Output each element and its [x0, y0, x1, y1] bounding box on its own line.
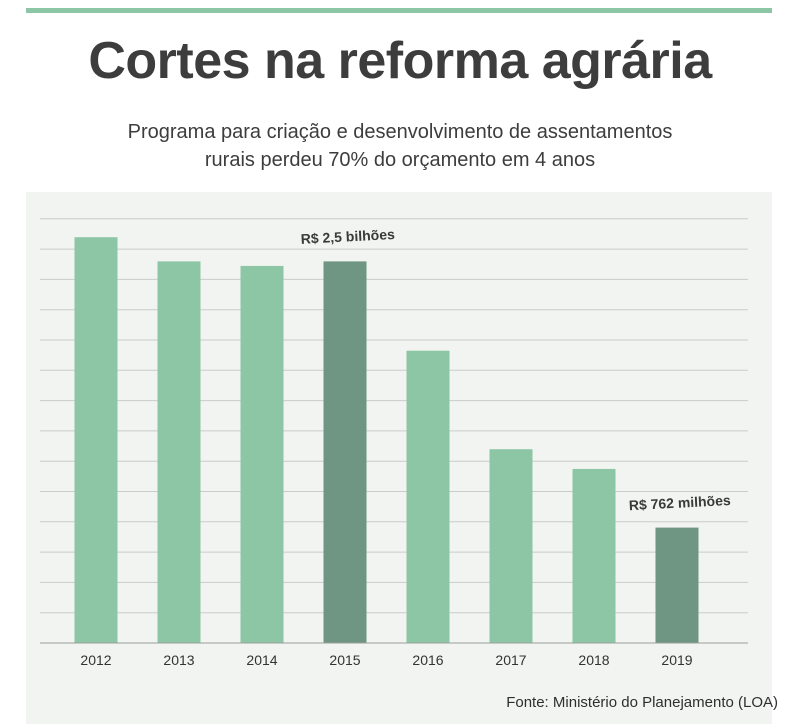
bar-chart: 2012 2013 2014 2015 2016 2017 2018 2019 R$ 2,5 b… [40, 218, 748, 668]
chart-panel: 2012 2013 2014 2015 2016 2017 2018 2019 R$ 2,5 b… [26, 192, 772, 724]
x-tick-label-2013: 2013 [163, 652, 194, 668]
subtitle-line-2: rurais perdeu 70% do orçamento em 4 anos [204, 149, 596, 171]
bar-2012 [74, 237, 118, 643]
x-tick-label-2018: 2018 [578, 652, 609, 668]
x-tick-label-2012: 2012 [80, 652, 111, 668]
source-note: Fonte: Ministério do Planejamento (LOA) [506, 694, 778, 711]
x-tick-label-2016: 2016 [412, 652, 443, 668]
x-tick-label-2015: 2015 [329, 652, 360, 668]
subtitle-line-1: Programa para criação e desenvolvimento … [127, 121, 673, 143]
bar-2014 [240, 265, 284, 643]
x-tick-label-2017: 2017 [495, 652, 526, 668]
top-accent-rule [26, 8, 772, 13]
bar-2015 [323, 261, 367, 643]
bar-2016 [406, 350, 450, 643]
chart-title: Cortes na reforma agrária [88, 32, 712, 90]
x-tick-label-2014: 2014 [246, 652, 277, 668]
bar-2019 [655, 527, 699, 643]
bar-2017 [489, 449, 533, 643]
annotation-2015: R$ 2,5 bilhões [300, 226, 395, 247]
annotation-2019: R$ 762 milhões [628, 492, 731, 513]
bar-2018 [572, 468, 616, 643]
x-tick-label-2019: 2019 [661, 652, 692, 668]
bar-2013 [157, 261, 201, 643]
chart-subtitle: Programa para criação e desenvolvimento … [0, 118, 800, 174]
